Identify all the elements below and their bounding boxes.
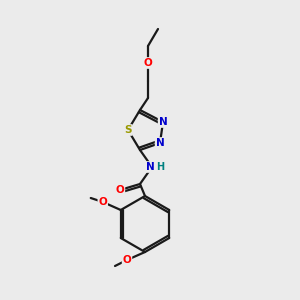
Text: O: O xyxy=(144,58,152,68)
Text: H: H xyxy=(156,162,164,172)
Text: S: S xyxy=(124,125,132,135)
Text: N: N xyxy=(156,138,164,148)
Text: O: O xyxy=(123,255,131,265)
Text: O: O xyxy=(116,185,124,195)
Text: O: O xyxy=(98,197,107,207)
Text: N: N xyxy=(159,117,167,127)
Text: N: N xyxy=(146,162,154,172)
